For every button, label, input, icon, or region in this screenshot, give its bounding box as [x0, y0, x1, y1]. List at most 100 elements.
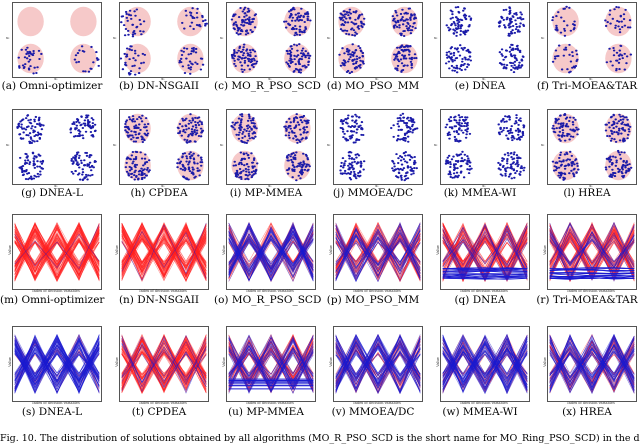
solution-point — [143, 168, 145, 170]
solution-point — [623, 18, 625, 20]
solution-point — [572, 129, 574, 131]
solution-point — [184, 72, 186, 74]
solution-point — [514, 32, 516, 34]
solution-point — [624, 25, 626, 27]
solution-point — [513, 64, 515, 66]
solution-point — [132, 151, 134, 153]
solution-point — [453, 59, 455, 61]
solution-point — [240, 176, 242, 178]
solution-point — [461, 61, 463, 63]
solution-point — [133, 30, 135, 32]
solution-point — [573, 24, 575, 26]
solution-point — [340, 165, 342, 167]
solution-point — [397, 138, 399, 140]
solution-point — [403, 13, 405, 15]
solution-point — [613, 123, 615, 125]
solution-point — [299, 163, 301, 165]
solution-point — [196, 12, 198, 14]
solution-point — [120, 57, 122, 59]
solution-point — [553, 170, 555, 172]
solution-point — [130, 173, 132, 175]
solution-point — [514, 123, 516, 125]
solution-point — [350, 13, 352, 15]
solution-point — [513, 168, 515, 170]
solution-point — [406, 13, 408, 15]
decision-space-plot — [12, 109, 102, 185]
solution-point — [134, 120, 136, 122]
solution-point — [459, 68, 461, 70]
solution-point — [348, 58, 350, 60]
solution-point — [305, 166, 307, 168]
solution-point — [511, 32, 513, 34]
solution-point — [247, 54, 249, 56]
solution-point — [248, 135, 250, 137]
solution-point — [244, 19, 246, 21]
solution-point — [345, 18, 347, 20]
solution-point — [502, 166, 504, 168]
solution-point — [403, 65, 405, 67]
solution-point — [560, 164, 562, 166]
solution-point — [517, 131, 519, 133]
solution-point — [354, 154, 356, 156]
solution-point — [251, 58, 253, 60]
solution-point — [560, 32, 562, 34]
solution-point — [564, 114, 566, 116]
solution-point — [506, 64, 508, 66]
solution-point — [243, 164, 245, 166]
solution-point — [513, 153, 515, 155]
solution-point — [184, 131, 186, 133]
solution-point — [301, 55, 303, 57]
solution-point — [621, 175, 623, 177]
solution-point — [78, 122, 80, 124]
solution-point — [522, 134, 524, 136]
solution-point — [614, 172, 616, 174]
solution-point — [397, 129, 399, 131]
solution-point — [448, 118, 450, 120]
solution-point — [401, 54, 403, 56]
solution-point — [576, 59, 578, 61]
solution-point — [508, 116, 510, 118]
panel-caption: (u) MP-MMEA — [214, 406, 318, 418]
solution-point — [256, 162, 258, 164]
solution-point — [132, 35, 134, 37]
solution-point — [247, 154, 249, 156]
solution-point — [130, 45, 132, 47]
solution-point — [360, 127, 362, 129]
solution-point — [402, 69, 404, 71]
solution-point — [564, 168, 566, 170]
solution-point — [127, 174, 129, 176]
solution-point — [447, 157, 449, 159]
solution-point — [461, 122, 463, 124]
solution-point — [237, 50, 239, 52]
solution-point — [572, 124, 574, 126]
solution-point — [185, 128, 187, 130]
solution-point — [458, 140, 460, 142]
solution-point — [137, 178, 139, 180]
solution-point — [188, 168, 190, 170]
solution-point — [519, 117, 521, 119]
solution-point — [450, 18, 452, 20]
solution-point — [349, 72, 351, 74]
solution-point — [134, 166, 136, 168]
solution-point — [355, 157, 357, 159]
solution-point — [124, 126, 126, 128]
solution-point — [618, 130, 620, 132]
solution-point — [351, 158, 353, 160]
solution-point — [467, 157, 469, 159]
solution-point — [618, 6, 620, 8]
solution-point — [576, 163, 578, 165]
solution-point — [298, 61, 300, 63]
solution-point — [135, 141, 137, 143]
solution-point — [180, 168, 182, 170]
solution-point — [573, 27, 575, 29]
solution-point — [126, 20, 128, 22]
panel-caption: (e) DNEA — [428, 80, 532, 92]
solution-point — [185, 155, 187, 157]
solution-point — [136, 8, 138, 10]
solution-point — [451, 60, 453, 62]
solution-point — [253, 18, 255, 20]
solution-point — [560, 172, 562, 174]
solution-point — [347, 14, 349, 16]
solution-point — [71, 123, 73, 125]
solution-point — [252, 117, 254, 119]
